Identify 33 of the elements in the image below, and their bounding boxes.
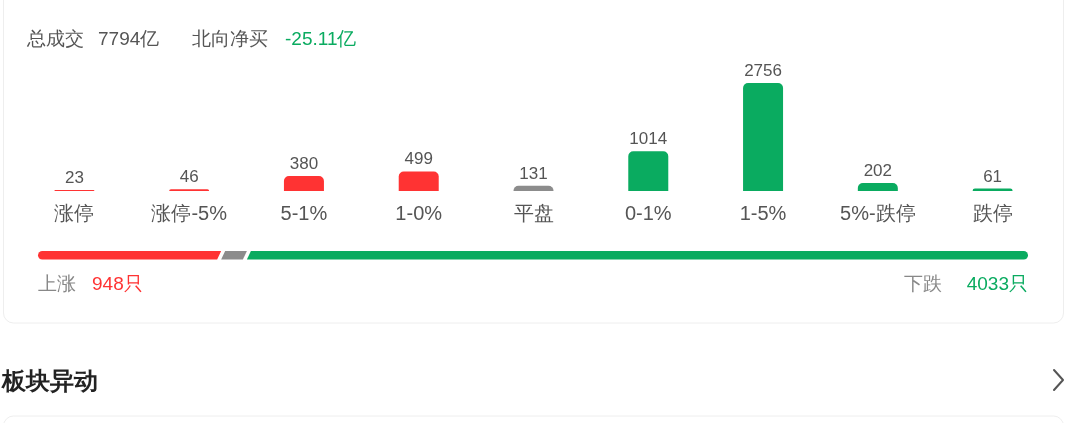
- data-label: 2756: [744, 61, 782, 80]
- text: 总成交: [26, 28, 84, 49]
- text: 7794亿: [98, 28, 160, 49]
- data-label: 499: [404, 149, 433, 169]
- bar: [628, 151, 669, 191]
- x-tick-label: 涨停: [54, 202, 95, 224]
- series-label: 下跌: [904, 273, 942, 294]
- x-tick-label: 1-0%: [395, 202, 443, 224]
- data-label: 202: [863, 161, 893, 181]
- x-tick-label: 涨停-5%: [151, 202, 228, 224]
- data-label: 61: [983, 166, 1003, 186]
- bar: [743, 83, 784, 191]
- bar: [513, 185, 554, 191]
- x-tick-label: 5%-跌停: [840, 202, 916, 224]
- bar: [857, 183, 898, 191]
- x-tick-label: 跌停: [972, 202, 1013, 224]
- x-tick-label: 1-5%: [739, 202, 787, 224]
- x-tick-label: 5-1%: [280, 202, 328, 224]
- text: 板块异动: [1, 367, 98, 394]
- text: 北向净买: [192, 28, 268, 49]
- bar: [398, 171, 439, 191]
- series-label: 上涨: [38, 273, 76, 294]
- x-tick-label: 0-1%: [624, 202, 672, 224]
- data-label: 131: [519, 163, 548, 183]
- data-label: 380: [289, 154, 319, 174]
- bar: [283, 176, 324, 191]
- x-tick-label: 平盘: [513, 202, 554, 224]
- text: -25.11亿: [285, 28, 357, 49]
- text: 4033只: [966, 273, 1028, 294]
- data-label: 1014: [629, 129, 668, 149]
- text: 948只: [92, 273, 143, 294]
- data-label: 23: [64, 168, 84, 188]
- data-label: 46: [179, 167, 199, 187]
